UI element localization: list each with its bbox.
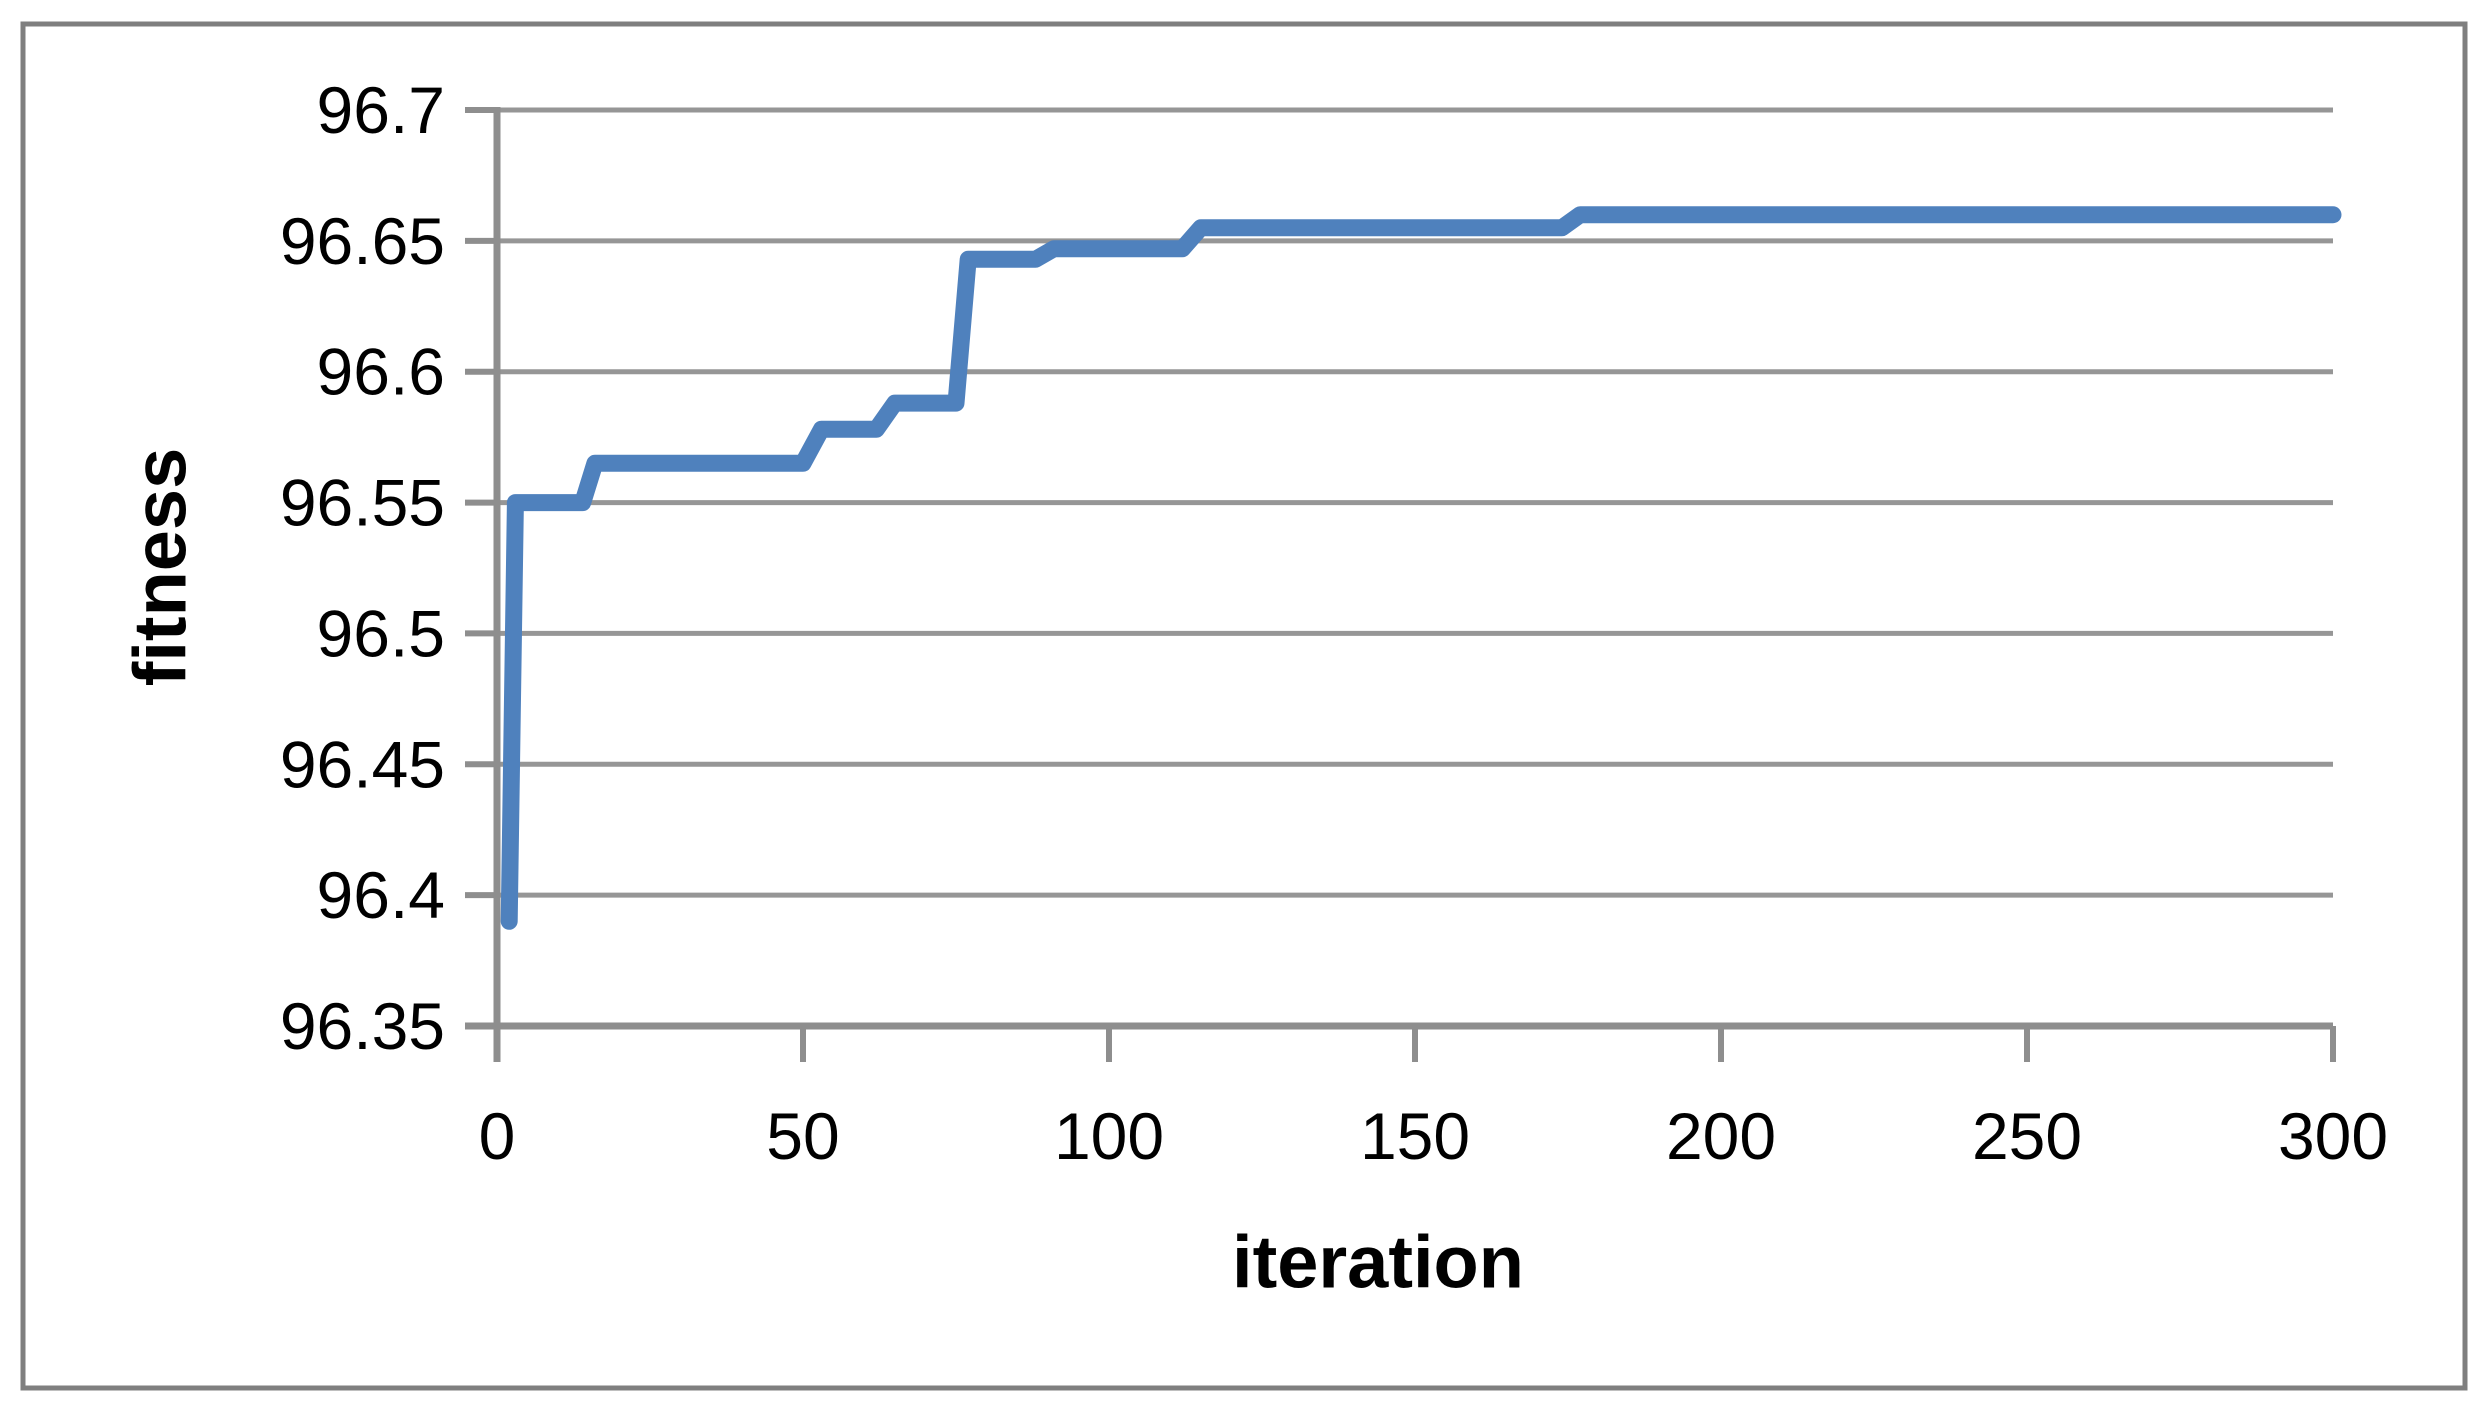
x-tick-label-200: 200 <box>1666 1099 1776 1173</box>
y-tick-label-96.6: 96.6 <box>317 335 445 409</box>
x-tick-label-250: 250 <box>1972 1099 2082 1173</box>
x-tick-label-150: 150 <box>1360 1099 1470 1173</box>
axis-tick-marks <box>465 107 2336 1062</box>
figure-border <box>20 21 2468 1391</box>
x-axis-title: iteration <box>1232 1221 1524 1304</box>
y-tick-label-96.7: 96.7 <box>317 73 445 147</box>
x-tick-labels: 0 50 100 150 200 250 300 <box>479 1099 2388 1173</box>
x-tick-label-100: 100 <box>1054 1099 1164 1173</box>
y-axis-title: fitness <box>119 448 202 687</box>
y-tick-label-96.4: 96.4 <box>317 858 445 932</box>
y-tick-label-96.35: 96.35 <box>280 989 445 1063</box>
y-tick-label-96.65: 96.65 <box>280 204 445 278</box>
x-tick-label-50: 50 <box>766 1099 839 1173</box>
x-tick-label-0: 0 <box>479 1099 516 1173</box>
y-tick-label-96.45: 96.45 <box>280 727 445 801</box>
fitness-series-line <box>500 206 2342 930</box>
gridlines <box>497 107 2333 1029</box>
y-tick-label-96.5: 96.5 <box>317 596 445 670</box>
x-tick-label-300: 300 <box>2278 1099 2388 1173</box>
y-tick-labels: 96.35 96.4 96.45 96.5 96.55 96.6 96.65 96.7 <box>280 73 445 1063</box>
y-tick-label-96.55: 96.55 <box>280 466 445 540</box>
